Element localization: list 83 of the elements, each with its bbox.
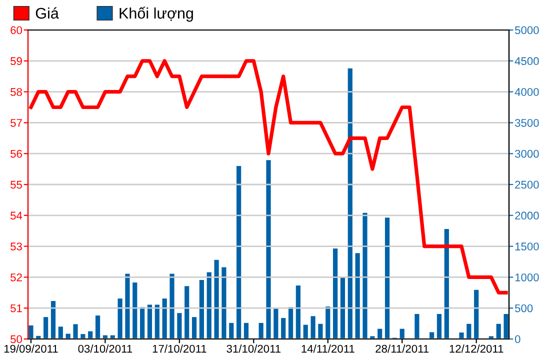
bar xyxy=(44,317,48,339)
bar xyxy=(326,306,330,339)
bar xyxy=(199,280,204,339)
y2-tick-label: 3000 xyxy=(514,150,539,158)
bar xyxy=(184,286,190,339)
y2-tick-label: 2500 xyxy=(515,180,539,189)
y2-tick-label: 500 xyxy=(515,304,533,312)
x-tick-label: 19/09/2011 xyxy=(4,344,58,353)
y2-tick-label: 4000 xyxy=(514,88,539,96)
x-tick-label: 17/10/2011 xyxy=(152,344,206,353)
bar xyxy=(229,322,234,339)
bar xyxy=(466,324,472,339)
bar xyxy=(333,248,338,339)
x-tick-label: 28/11/2011 xyxy=(376,344,429,353)
bar xyxy=(192,317,197,339)
bar xyxy=(206,272,212,339)
bar xyxy=(118,298,122,339)
bar xyxy=(414,314,420,339)
x-tick-label: 12/12/2011 xyxy=(450,344,504,353)
bar xyxy=(170,274,174,339)
y-tick-label: 51 xyxy=(10,304,22,312)
bar xyxy=(58,326,63,339)
bar xyxy=(504,314,508,339)
bar xyxy=(258,322,264,339)
bar xyxy=(400,328,404,339)
bar xyxy=(340,277,346,339)
bar xyxy=(281,318,286,339)
bar xyxy=(355,253,360,339)
bar xyxy=(28,325,34,339)
y-tick-label: 60 xyxy=(10,26,22,34)
bar xyxy=(154,304,160,339)
y2-tick-label: 4500 xyxy=(514,57,539,66)
bar xyxy=(125,274,130,339)
bar xyxy=(222,267,226,339)
bar xyxy=(444,228,449,339)
y2-tick-label: 2000 xyxy=(515,212,539,220)
y-tick-label: 58 xyxy=(10,88,22,96)
bar xyxy=(50,300,56,339)
bar xyxy=(474,290,479,339)
bar xyxy=(318,324,323,339)
x-tick-label: 14/11/2011 xyxy=(302,344,354,353)
bar xyxy=(496,324,501,339)
y-tick-label: 55 xyxy=(10,180,22,189)
bar xyxy=(436,314,442,339)
bar xyxy=(95,316,100,339)
y-tick-label: 56 xyxy=(10,150,22,158)
bar xyxy=(66,334,70,339)
y-tick-label: 50 xyxy=(10,335,22,344)
bar xyxy=(266,160,271,339)
legend-label: Khối lượng xyxy=(120,6,193,22)
bar xyxy=(296,286,300,339)
y-tick-label: 54 xyxy=(10,212,22,220)
y-tick-label: 57 xyxy=(10,119,22,127)
bar xyxy=(459,332,464,339)
bar xyxy=(378,328,382,339)
x-tick-label: 31/10/2011 xyxy=(226,344,281,353)
bar xyxy=(162,298,167,339)
bar xyxy=(236,166,242,339)
bar xyxy=(214,260,219,339)
y2-tick-label: 3500 xyxy=(514,118,539,127)
x-tick-label: 03/10/2011 xyxy=(78,344,132,353)
bar xyxy=(73,324,78,339)
bar xyxy=(274,308,278,339)
y-tick-label: 52 xyxy=(10,273,22,282)
bar xyxy=(348,68,352,339)
bar xyxy=(244,322,249,339)
bar xyxy=(288,307,294,339)
bar xyxy=(140,307,145,339)
bar xyxy=(147,304,152,339)
bar xyxy=(384,218,390,339)
bar xyxy=(310,316,316,339)
legend-label: Giá xyxy=(36,7,59,19)
y2-tick-label: 1500 xyxy=(515,242,539,250)
bar xyxy=(177,313,182,339)
bar xyxy=(430,332,434,339)
bar xyxy=(132,282,138,339)
y2-tick-label: 0 xyxy=(514,335,520,344)
y2-tick-label: 5000 xyxy=(515,26,539,34)
y2-tick-label: 1000 xyxy=(515,273,539,282)
y-tick-label: 59 xyxy=(10,57,22,66)
bar xyxy=(303,324,308,339)
bar xyxy=(362,212,368,339)
y-tick-label: 53 xyxy=(10,242,22,250)
